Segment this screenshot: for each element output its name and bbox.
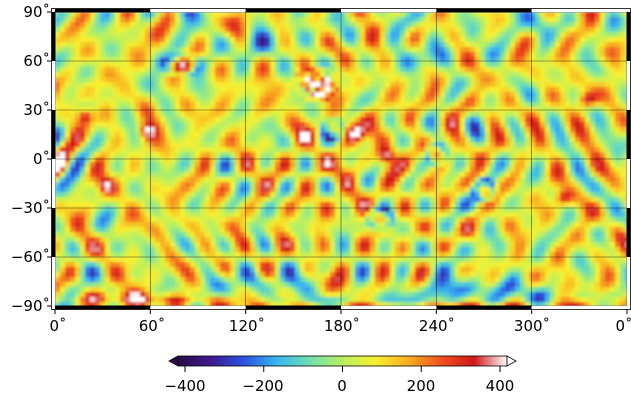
colorbar xyxy=(168,355,517,372)
anomaly-field xyxy=(55,12,627,306)
colorbar-label-200: 200 xyxy=(406,377,436,395)
lon-label-180: 180˚ xyxy=(323,317,361,335)
map-frame xyxy=(47,8,631,314)
lon-label-360: 0˚ xyxy=(615,317,631,335)
lat-label-30: 30˚ xyxy=(23,101,50,119)
colorbar-label-0: 0 xyxy=(337,377,347,395)
lon-label-60: 60˚ xyxy=(138,317,166,335)
lat-label-minus30: −30˚ xyxy=(10,199,50,217)
lat-label-minus90: −90˚ xyxy=(10,297,50,315)
lat-label-0: 0˚ xyxy=(32,150,50,168)
lat-label-60: 60˚ xyxy=(23,52,50,70)
lat-label-minus60: −60˚ xyxy=(10,248,50,266)
lon-label-120: 120˚ xyxy=(228,317,266,335)
colorbar-max-arrow xyxy=(506,355,517,367)
colorbar-label-minus200: −200 xyxy=(242,377,284,395)
colorbar-label-minus400: −400 xyxy=(164,377,206,395)
lon-label-0: 0˚ xyxy=(49,317,67,335)
lon-label-240: 240˚ xyxy=(418,317,456,335)
colorbar-label-400: 400 xyxy=(485,377,515,395)
lat-label-90: 90˚ xyxy=(23,3,50,21)
colorbar-body xyxy=(177,355,508,367)
lon-label-300: 300˚ xyxy=(513,317,551,335)
colorbar-min-arrow xyxy=(168,355,179,367)
